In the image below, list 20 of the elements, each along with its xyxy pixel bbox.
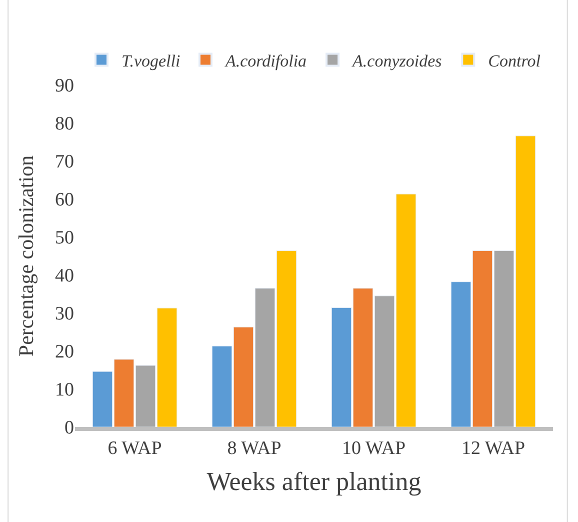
y-tick-label: 20 [55,342,74,363]
x-tick-label: 12 WAP [461,438,526,459]
legend-label: A.cordifolia [224,51,307,70]
y-tick-label: 70 [55,152,74,173]
y-tick-label: 50 [55,228,74,249]
legend-label: A.conyzoides [352,51,442,70]
y-tick-label: 80 [55,114,74,135]
y-tick-label: 90 [55,76,74,97]
legend-label: Control [488,51,541,70]
y-tick-label: 0 [64,418,74,439]
y-tick-label: 60 [55,190,74,211]
y-axis-title: Percentage colonization [14,154,38,357]
x-tick-label: 8 WAP [227,438,282,459]
y-tick-label: 30 [55,304,74,325]
legend-label: T.vogelli [122,51,180,70]
x-tick-label: 6 WAP [108,438,162,459]
x-tick-label: 10 WAP [342,438,406,459]
x-axis-title: Weeks after planting [206,467,422,496]
y-tick-label: 10 [55,380,74,401]
y-tick-label: 40 [55,266,74,287]
